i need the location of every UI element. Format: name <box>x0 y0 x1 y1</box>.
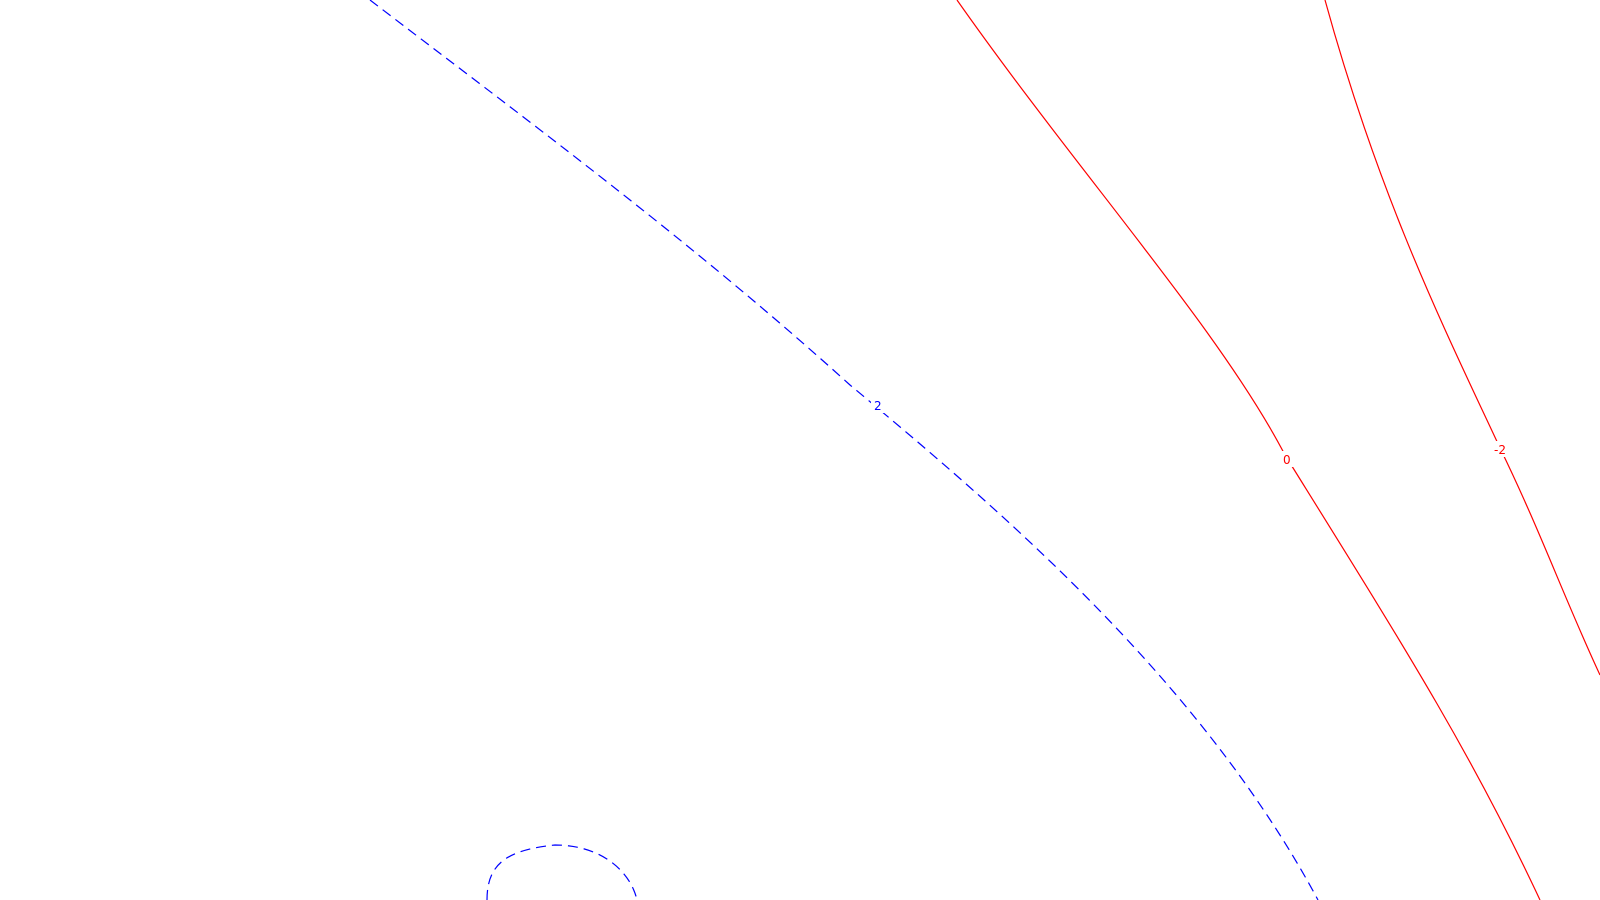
contour-label-zero: 0 <box>1283 453 1291 467</box>
contour-line-red-zero <box>956 0 1541 900</box>
contour-line-blue-lower <box>486 844 638 900</box>
contour-label-blue: 2 <box>874 399 882 413</box>
contour-label-minus2: -2 <box>1494 443 1506 457</box>
contour-line-red-right <box>1324 0 1600 676</box>
contour-line-blue-upper <box>369 0 1319 900</box>
